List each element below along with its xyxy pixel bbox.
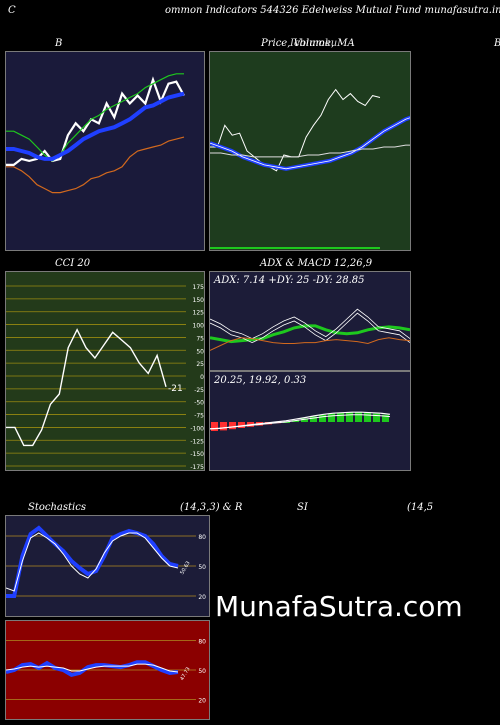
macd-histogram-bar [337, 413, 344, 422]
adx-adx-line [209, 324, 411, 344]
macd-chart [209, 411, 391, 431]
price-ma-blue-edge [209, 107, 460, 170]
rsi-label-si: SI [297, 502, 308, 513]
rsi-tick-label: 80 [198, 639, 206, 646]
cci-tick-label: -125 [190, 438, 204, 445]
macd-histogram-bar [220, 422, 227, 431]
watermark: MunafaSutra.com [215, 590, 463, 623]
cci-tick-label: 125 [193, 310, 204, 317]
cci-tick-label: -150 [190, 451, 204, 458]
macd-histogram-bar [319, 414, 326, 422]
rsi-label-right: (14,5 [407, 502, 434, 513]
price-ma-blue-line [209, 105, 460, 171]
cci-tick-label: -25 [194, 387, 204, 394]
price-panel [209, 51, 460, 251]
macd-histogram-bar [364, 413, 371, 422]
stoch-tick-label: 80 [198, 534, 206, 541]
macd-histogram-bar [283, 422, 290, 423]
rsi-value-label: 47.73 [179, 666, 191, 681]
macd-histogram-bar [373, 413, 380, 422]
macd-histogram-bar [310, 416, 317, 422]
cci-chart: 175 150 125 100 75 50 25 0 -25 -50 -75 -100 -125 -150… [6, 284, 204, 471]
bb-price-line [6, 76, 185, 167]
cci-tick-label: 50 [196, 348, 204, 355]
stoch-d-line [5, 532, 179, 592]
macd-histogram-bar [355, 412, 362, 422]
stoch-panel: 80 50 20 50.63 [5, 515, 210, 617]
macd-histogram-bar [301, 418, 308, 422]
cci-tick-label: 0 [200, 374, 204, 381]
cci-line [6, 328, 167, 447]
price-label: Price, Volume, MA [261, 38, 355, 49]
ichimoku-label: Ichimoku [290, 38, 338, 49]
macd-histogram-bar [328, 413, 335, 422]
macd-histogram-bar [229, 422, 236, 430]
macd-readout: 20.25, 19.92, 0.33 [214, 375, 307, 386]
stoch-tick-label: 50 [198, 564, 206, 571]
bb-upper-line [6, 73, 184, 162]
macd-panel: 20.25, 19.92, 0.33 [209, 371, 411, 471]
rsi-chart: 80 50 20 47.73 [5, 639, 206, 704]
cci-value-label: -21 [168, 384, 183, 394]
cci-tick-label: -75 [194, 413, 204, 420]
macd-histogram-bar [346, 412, 353, 422]
stoch-label-left: Stochastics [28, 502, 86, 513]
adx-panel: ADX: 7.14 +DY: 25 -DY: 28.85 [209, 271, 411, 371]
rsi-tick-label: 50 [198, 668, 206, 675]
cci-tick-label: 175 [193, 284, 204, 291]
rsi-panel: 80 50 20 47.73 [5, 620, 210, 720]
stoch-k-line [6, 525, 179, 598]
adx-minus_dy-line [209, 337, 411, 351]
header-right-letter: B [494, 38, 500, 49]
bb-chart [6, 73, 185, 194]
adx-readout: ADX: 7.14 +DY: 25 -DY: 28.85 [214, 275, 365, 286]
stoch-label-mid: (14,3,3) & R [180, 502, 243, 513]
adx-chart [209, 308, 411, 351]
stoch-tick-label: 20 [198, 594, 206, 601]
page-title: ommon Indicators 544326 Edelweiss Mutual… [165, 5, 500, 16]
cci-panel: 175 150 125 100 75 50 25 0 -25 -50 -75 -100 -125 -150… [5, 271, 205, 471]
cci-tick-label: 100 [193, 323, 204, 330]
price-chart [209, 88, 460, 249]
cci-tick-label: 25 [196, 361, 204, 368]
macd-histogram-bar [292, 420, 299, 422]
cci-tick-label: -100 [190, 425, 204, 432]
bb-label: B [55, 38, 63, 49]
adx-plusdy-line-upper [209, 308, 411, 340]
bb-panel [5, 51, 205, 251]
adx-macd-label: ADX & MACD 12,26,9 [260, 258, 373, 269]
price-line [210, 88, 381, 172]
macd-histogram-bar [382, 414, 389, 422]
price-ma-white-line [210, 140, 460, 158]
rsi-tick-label: 20 [198, 697, 206, 704]
bb-lower-line [6, 136, 185, 194]
cci-label: CCI 20 [55, 258, 91, 269]
cci-tick-label: -175 [190, 464, 204, 470]
adx-plusdy-line-lower [209, 312, 411, 344]
cci-tick-label: 150 [193, 297, 204, 304]
header-left-letter: C [8, 5, 16, 16]
bb-middle-line [6, 91, 185, 161]
stoch-chart: 80 50 20 50.63 [5, 525, 206, 601]
stoch-value-label: 50.63 [179, 560, 191, 575]
cci-tick-label: -50 [194, 400, 204, 407]
macd-histogram-bar [238, 422, 245, 428]
rsi-rsi_signal-line [5, 663, 179, 673]
macd-signal-line [209, 414, 391, 430]
macd-histogram-bar [211, 422, 218, 431]
cci-tick-label: 75 [196, 335, 204, 342]
